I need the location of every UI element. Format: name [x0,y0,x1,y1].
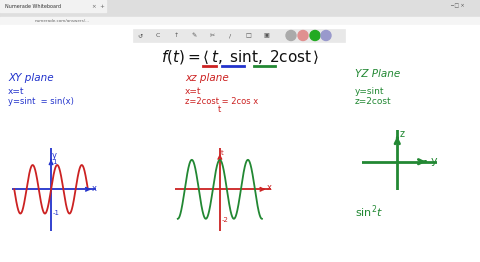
Bar [133,29,345,42]
Text: C: C [156,33,160,38]
Bar [0,0,480,17]
Bar [0,17,480,25]
Text: □: □ [245,33,251,38]
Text: y: y [430,156,437,166]
Text: -2: -2 [221,217,228,223]
Text: x=t: x=t [8,88,24,96]
Text: ─ □ ×: ─ □ × [450,3,465,8]
Text: t: t [218,106,221,114]
Text: Numerade Whiteboard: Numerade Whiteboard [5,3,61,8]
Circle shape [286,30,296,41]
Text: /: / [229,33,231,38]
Text: x: x [266,183,271,192]
Text: -1: -1 [52,210,59,216]
Text: $f(t) = \langle\, t,\; \mathrm{sint},\; 2\mathrm{cost}\, \rangle$: $f(t) = \langle\, t,\; \mathrm{sint},\; … [161,48,319,66]
Text: z=2cost = 2cos x: z=2cost = 2cos x [185,96,258,106]
Circle shape [298,30,308,41]
Text: t: t [221,150,224,156]
Text: ×  +: × + [92,3,105,8]
Bar [0,0,106,12]
Circle shape [310,30,320,41]
Text: y: y [52,151,57,160]
Text: y=sint: y=sint [355,88,384,96]
Text: x: x [92,184,96,193]
Text: ✂: ✂ [209,33,215,38]
Text: ✎: ✎ [192,33,197,38]
Text: $\mathrm{sin}^2 t$: $\mathrm{sin}^2 t$ [355,204,383,220]
Text: y=sint  = sin(x): y=sint = sin(x) [8,96,74,106]
Text: ↺: ↺ [137,33,143,38]
Text: ▣: ▣ [263,33,269,38]
Text: x=t: x=t [185,88,202,96]
Text: ↑: ↑ [173,33,179,38]
Text: z: z [399,129,404,139]
Text: numerade.com/answers/...: numerade.com/answers/... [35,19,90,23]
Text: z=2cost: z=2cost [355,96,392,106]
Circle shape [321,30,331,41]
Text: XY plane: XY plane [8,73,54,83]
Text: YZ Plane: YZ Plane [355,69,400,79]
Text: xz plane: xz plane [185,73,229,83]
Text: 1: 1 [52,159,57,165]
